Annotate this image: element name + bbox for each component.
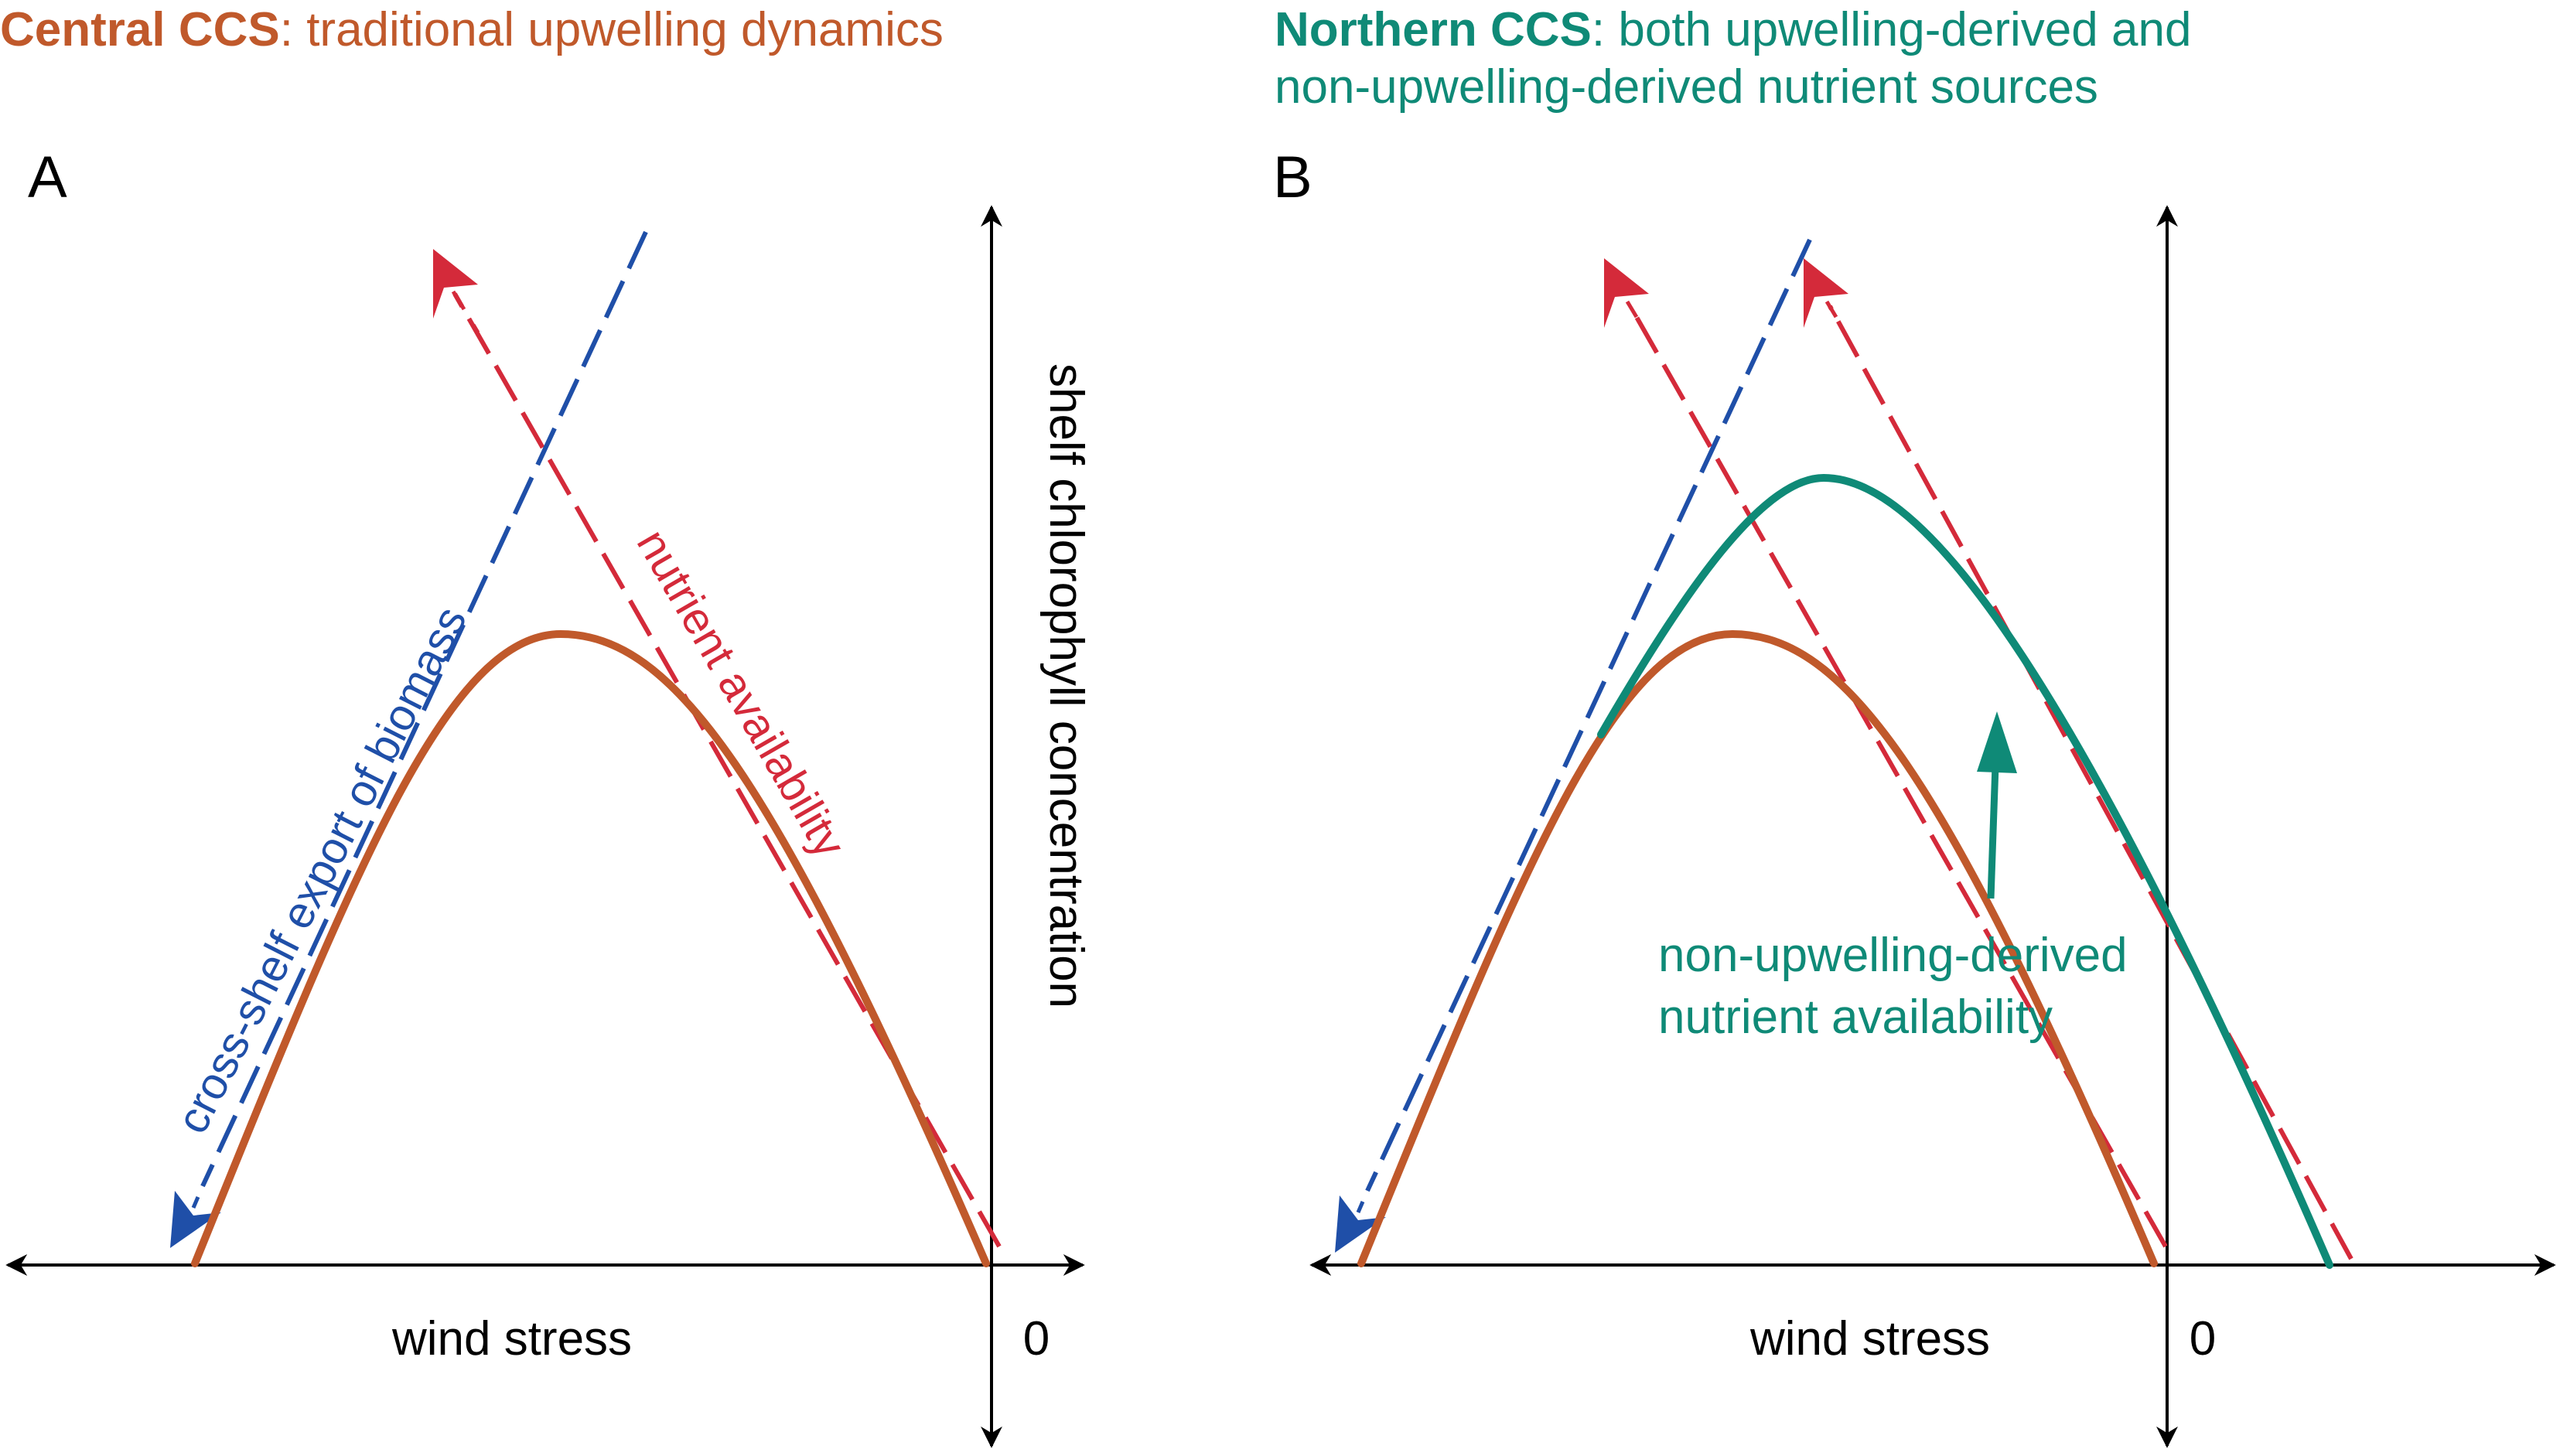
panel-a-export-line (170, 230, 648, 1248)
panel-b-export-line (1335, 238, 1812, 1253)
panel-a-diagram: wind stress 0 shelf chlorophyll concentr… (5, 205, 1093, 1448)
panel-b-annotation-line2: nutrient availability (1658, 991, 2053, 1044)
panel-a-title: Central CCS: traditional upwelling dynam… (0, 2, 944, 59)
panel-b-title-line2: non-upwelling-derived nutrient sources (1275, 60, 2098, 114)
panel-a-title-rest: : traditional upwelling dynamics (279, 3, 944, 56)
panel-a-export-label: cross-shelf export of biomass (167, 598, 476, 1141)
panel-b-zero-label: 0 (2190, 1312, 2216, 1366)
panel-a-x-axis-label: wind stress (391, 1312, 632, 1366)
panel-b-diagram: wind stress 0 non-upwelling-derived nutr… (1309, 205, 2556, 1448)
panel-b-nutrient-line-northern (1804, 258, 2353, 1260)
panel-a-central-curve (191, 629, 990, 1267)
panel-b-title-line1: Northern CCS: both upwelling-derived and (1275, 2, 2191, 59)
panel-b-x-axis-label: wind stress (1749, 1312, 1990, 1366)
panel-a-letter: A (28, 145, 67, 210)
panel-b-annotation-line1: non-upwelling-derived (1658, 929, 2128, 982)
panel-b-central-curve (1357, 629, 2158, 1267)
panel-b-title-bold: Northern CCS (1275, 3, 1592, 56)
panel-b-annotation-arrow (1977, 711, 2017, 899)
panel-a-y-axis-label: shelf chlorophyll concentration (1039, 363, 1093, 1008)
panel-b-title: Northern CCS: both upwelling-derived and… (1275, 2, 2191, 116)
panel-a-title-bold: Central CCS (0, 3, 280, 56)
panel-b-title-rest: : both upwelling-derived and (1591, 3, 2192, 56)
panel-b-northern-curve (1597, 473, 2333, 1269)
panel-a-nutrient-label: nutrient availability (627, 521, 855, 866)
panel-a-zero-label: 0 (1023, 1312, 1050, 1366)
panel-b-letter: B (1273, 145, 1312, 210)
